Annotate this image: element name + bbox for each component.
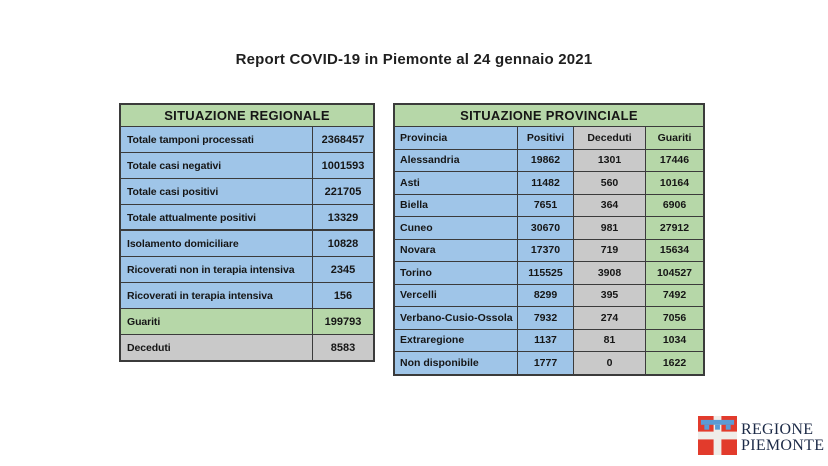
positivi-value: 8299: [518, 284, 574, 306]
guariti-value: 6906: [646, 194, 703, 216]
row-label: Totale attualmente positivi: [121, 205, 313, 230]
positivi-value: 1137: [518, 329, 574, 351]
deceduti-value: 0: [574, 352, 646, 374]
column-header-row: Provincia Positivi Deceduti Guariti: [395, 127, 703, 150]
region-logo: REGIONE PIEMONTE: [698, 416, 824, 460]
province-name: Non disponibile: [395, 352, 518, 374]
guariti-value: 17446: [646, 149, 703, 171]
table-row: Non disponibile 1777 0 1622: [395, 352, 703, 374]
regional-table-header: SITUAZIONE REGIONALE: [121, 105, 373, 127]
row-label: Guariti: [121, 309, 313, 334]
guariti-value: 7056: [646, 307, 703, 329]
deceduti-value: 1301: [574, 149, 646, 171]
deceduti-value: 364: [574, 194, 646, 216]
table-row: Vercelli 8299 395 7492: [395, 284, 703, 307]
row-value: 199793: [313, 309, 373, 334]
column-header-positivi: Positivi: [518, 127, 574, 149]
table-row: Guariti 199793: [121, 309, 373, 335]
deceduti-value: 81: [574, 329, 646, 351]
table-row: Asti 11482 560 10164: [395, 172, 703, 195]
guariti-value: 104527: [646, 262, 703, 284]
row-value: 13329: [313, 205, 373, 230]
table-row: Torino 115525 3908 104527: [395, 262, 703, 285]
report-title: Report COVID-19 in Piemonte al 24 gennai…: [235, 51, 593, 68]
guariti-value: 27912: [646, 217, 703, 239]
regional-detail-table: Isolamento domiciliare 10828 Ricoverati …: [119, 229, 375, 362]
row-value: 156: [313, 283, 373, 308]
guariti-value: 1034: [646, 329, 703, 351]
region-logo-line1: REGIONE: [741, 421, 814, 438]
table-row: Novara 17370 719 15634: [395, 239, 703, 262]
region-logo-line2: PIEMONTE: [741, 437, 825, 454]
regional-summary-table: SITUAZIONE REGIONALE Totale tamponi proc…: [119, 103, 375, 232]
table-row: Deceduti 8583: [121, 335, 373, 360]
deceduti-value: 719: [574, 239, 646, 261]
table-row: Totale tamponi processati 2368457: [121, 127, 373, 153]
row-value: 8583: [313, 335, 373, 360]
province-name: Biella: [395, 194, 518, 216]
guariti-value: 1622: [646, 352, 703, 374]
deceduti-value: 560: [574, 172, 646, 194]
table-row: Cuneo 30670 981 27912: [395, 217, 703, 240]
positivi-value: 1777: [518, 352, 574, 374]
positivi-value: 17370: [518, 239, 574, 261]
column-header-deceduti: Deceduti: [574, 127, 646, 149]
province-name: Extraregione: [395, 329, 518, 351]
table-row: Verbano-Cusio-Ossola 7932 274 7056: [395, 307, 703, 330]
guariti-value: 7492: [646, 284, 703, 306]
positivi-value: 11482: [518, 172, 574, 194]
table-row: Totale attualmente positivi 13329: [121, 205, 373, 230]
row-value: 2345: [313, 257, 373, 282]
column-header-guariti: Guariti: [646, 127, 703, 149]
row-label: Isolamento domiciliare: [121, 231, 313, 256]
piemonte-shield-icon: [698, 416, 737, 460]
table-row: Totale casi negativi 1001593: [121, 153, 373, 179]
table-row: Alessandria 19862 1301 17446: [395, 149, 703, 172]
positivi-value: 7651: [518, 194, 574, 216]
row-label: Totale tamponi processati: [121, 127, 313, 152]
table-row: Totale casi positivi 221705: [121, 179, 373, 205]
row-value: 2368457: [313, 127, 373, 152]
province-name: Alessandria: [395, 149, 518, 171]
guariti-value: 10164: [646, 172, 703, 194]
table-row: Extraregione 1137 81 1034: [395, 329, 703, 352]
deceduti-value: 3908: [574, 262, 646, 284]
row-label: Ricoverati in terapia intensiva: [121, 283, 313, 308]
row-label: Deceduti: [121, 335, 313, 360]
province-name: Asti: [395, 172, 518, 194]
row-value: 1001593: [313, 153, 373, 178]
region-logo-text: REGIONE PIEMONTE: [741, 422, 824, 454]
row-label: Ricoverati non in terapia intensiva: [121, 257, 313, 282]
table-row: Ricoverati non in terapia intensiva 2345: [121, 257, 373, 283]
province-name: Torino: [395, 262, 518, 284]
row-label: Totale casi negativi: [121, 153, 313, 178]
table-row: Ricoverati in terapia intensiva 156: [121, 283, 373, 309]
row-value: 10828: [313, 231, 373, 256]
province-name: Cuneo: [395, 217, 518, 239]
guariti-value: 15634: [646, 239, 703, 261]
deceduti-value: 981: [574, 217, 646, 239]
column-header-provincia: Provincia: [395, 127, 518, 149]
deceduti-value: 274: [574, 307, 646, 329]
positivi-value: 7932: [518, 307, 574, 329]
table-row: Isolamento domiciliare 10828: [121, 231, 373, 257]
province-name: Verbano-Cusio-Ossola: [395, 307, 518, 329]
positivi-value: 30670: [518, 217, 574, 239]
row-value: 221705: [313, 179, 373, 204]
province-name: Vercelli: [395, 284, 518, 306]
deceduti-value: 395: [574, 284, 646, 306]
province-name: Novara: [395, 239, 518, 261]
positivi-value: 19862: [518, 149, 574, 171]
positivi-value: 115525: [518, 262, 574, 284]
provincial-table-header: SITUAZIONE PROVINCIALE: [395, 105, 703, 127]
table-row: Biella 7651 364 6906: [395, 194, 703, 217]
provincial-table: SITUAZIONE PROVINCIALE Provincia Positiv…: [393, 103, 705, 376]
row-label: Totale casi positivi: [121, 179, 313, 204]
